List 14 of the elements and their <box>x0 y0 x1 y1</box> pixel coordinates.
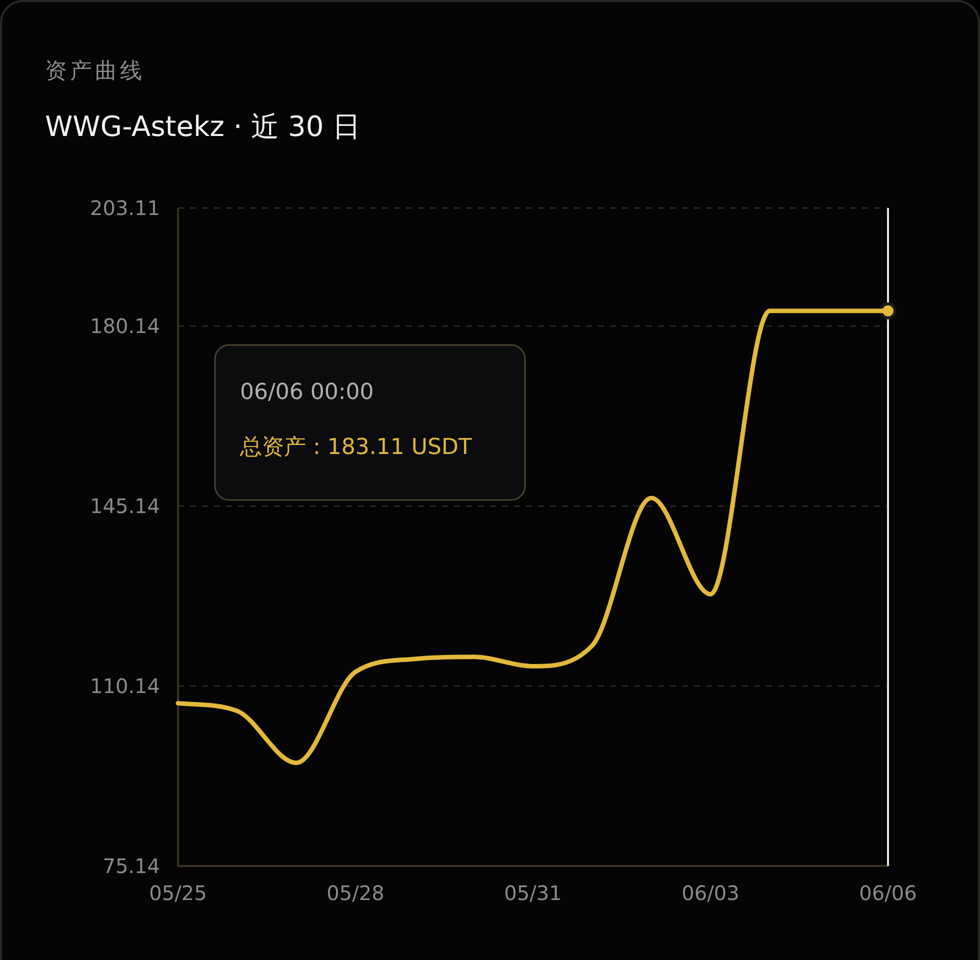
x-tick-label: 06/03 <box>682 881 740 905</box>
y-tick-label: 203.11 <box>90 196 160 220</box>
x-tick-label: 05/25 <box>149 881 207 905</box>
y-tick-label: 75.14 <box>102 854 160 878</box>
chart-subtitle: WWG-Astekz · 近 30 日 <box>45 110 361 143</box>
annotation: 06/06 00:00 <box>240 380 374 405</box>
x-tick-label: 06/06 <box>859 881 917 905</box>
y-tick-label: 110.14 <box>90 674 160 698</box>
y-tick-label: 180.14 <box>90 314 160 338</box>
y-tick-label: 145.14 <box>90 494 160 518</box>
chart-title: 资产曲线 <box>45 59 145 84</box>
x-tick-label: 05/31 <box>504 881 562 905</box>
annotation: 总资产 : 183.11 USDT <box>239 435 472 460</box>
x-tick-label: 05/28 <box>326 881 384 905</box>
